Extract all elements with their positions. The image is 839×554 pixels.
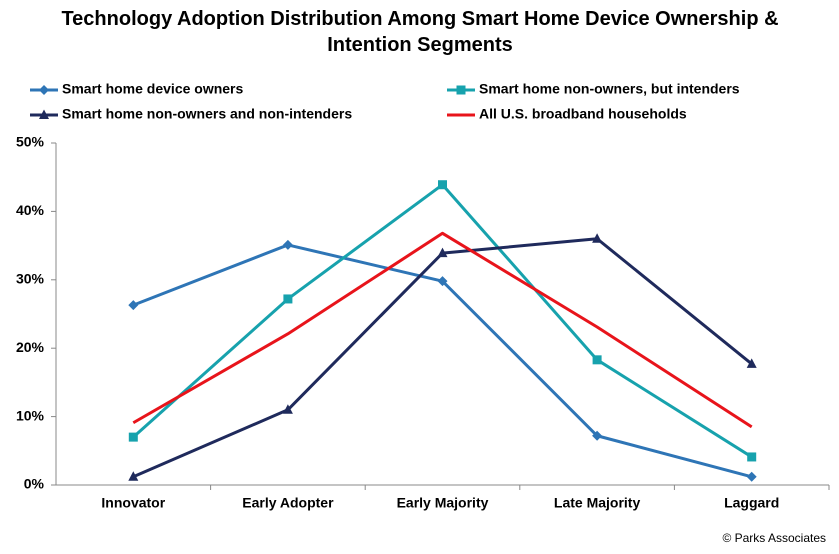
y-tick-label: 40% (16, 202, 45, 218)
point-marker (437, 276, 448, 287)
series-line (132, 231, 753, 429)
x-tick-label: Late Majority (554, 495, 641, 511)
y-tick-label: 30% (16, 271, 45, 287)
legend-marker (39, 109, 49, 119)
source-note: © Parks Associates (722, 531, 826, 545)
point-marker (282, 239, 293, 250)
point-marker (128, 432, 138, 442)
legend-marker (39, 85, 49, 95)
point-marker (746, 358, 757, 368)
point-marker (128, 471, 139, 481)
point-marker (592, 430, 603, 441)
legend-label: Smart home non-owners and non-intenders (62, 106, 352, 122)
x-tick-label: Laggard (724, 495, 779, 511)
point-marker (747, 452, 757, 462)
legend-label: Smart home device owners (62, 81, 244, 97)
point-marker (437, 247, 448, 258)
y-tick-label: 50% (16, 134, 45, 150)
y-tick-label: 20% (16, 339, 45, 355)
series-line (132, 183, 753, 459)
point-marker (282, 404, 293, 414)
point-marker (592, 233, 603, 243)
x-tick-label: Early Adopter (242, 495, 334, 511)
x-tick-label: Innovator (101, 495, 165, 511)
point-marker (283, 294, 293, 304)
point-marker (746, 471, 757, 482)
legend-label: All U.S. broadband households (479, 106, 687, 122)
chart-title: Technology Adoption Distribution Among S… (61, 8, 779, 56)
x-tick-label: Early Majority (397, 495, 489, 511)
series-line (132, 237, 753, 479)
point-marker (438, 180, 447, 190)
point-marker (128, 300, 139, 311)
legend-label: Smart home non-owners, but intenders (479, 81, 740, 97)
y-tick-label: 0% (24, 476, 45, 492)
point-marker (592, 355, 602, 365)
y-tick-label: 10% (16, 407, 45, 423)
legend-marker (456, 85, 466, 95)
